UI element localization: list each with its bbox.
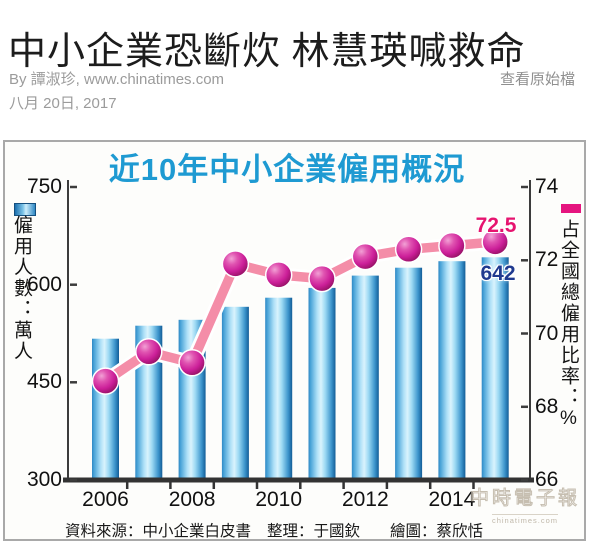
marker (178, 349, 206, 377)
article-title: 中小企業恐斷炊 林慧瑛喊救命 (8, 31, 526, 74)
watermark-logo-text: 中時電子報 (469, 488, 580, 510)
chart-title: 近10年中小企業僱用概況 (108, 152, 466, 187)
left-axis-tick-label: 600 (26, 272, 62, 296)
bar-series (92, 257, 509, 480)
right-axis-tick-label: 66 (535, 468, 559, 491)
line-series-legend-swatch (561, 204, 581, 213)
marker (91, 367, 120, 395)
right-axis-tick-label: 68 (535, 394, 559, 418)
article-date: 八月 20日, 2017 (9, 95, 117, 112)
left-axis-title: 僱用人數：萬人 (11, 215, 32, 362)
marker (135, 338, 163, 366)
marker (221, 250, 250, 278)
marker (264, 261, 293, 289)
artist-note: 繪圖：蔡欣恬 (390, 523, 484, 540)
editor-note: 整理：于國欽 (267, 523, 361, 540)
left-axis-tick-label: 750 (26, 175, 62, 198)
marker (394, 235, 423, 264)
marker (481, 228, 509, 256)
watermark-url-text: chinatimes.com (491, 514, 559, 525)
x-axis-label: 2008 (168, 488, 216, 511)
marker (351, 242, 380, 271)
bar (265, 297, 293, 480)
bar (395, 267, 423, 480)
bar (481, 257, 509, 480)
marker (438, 231, 466, 260)
bar (438, 261, 466, 480)
bar-value-callout: 642 (480, 262, 516, 285)
view-original-link[interactable]: 查看原始檔 (499, 71, 575, 88)
data-source-note: 資料來源：中小企業白皮書 (65, 523, 252, 540)
bar (221, 306, 249, 480)
article-byline: By 譚淑珍, www.chinatimes.com (9, 71, 225, 88)
axes (63, 180, 534, 489)
watermark: 中時電子報 chinatimes.com (465, 483, 585, 528)
right-axis-tick-label: 74 (535, 175, 559, 198)
bar (351, 275, 379, 480)
line-series (100, 237, 500, 386)
chart-figure: 近10年中小企業僱用概況 僱用人數：萬人 占全國總僱用比率：% 72.5 642… (3, 140, 586, 541)
x-axis-label: 2014 (428, 488, 476, 511)
right-axis-tick-label: 70 (535, 321, 559, 345)
bar (308, 287, 336, 480)
combo-chart-plot (63, 180, 534, 489)
bar (92, 338, 119, 480)
right-axis-title: 占全國總僱用比率：% (558, 219, 579, 431)
right-axis-tick-label: 72 (535, 248, 559, 272)
marker (308, 264, 336, 293)
left-axis-tick-label: 450 (26, 370, 62, 394)
bar-series-legend-swatch (14, 203, 36, 216)
x-axis-label: 2010 (255, 488, 303, 511)
line-markers (91, 228, 509, 395)
left-axis-tick-label: 300 (26, 468, 62, 491)
line-value-callout: 72.5 (475, 214, 517, 237)
x-axis-label: 2012 (341, 488, 389, 511)
x-axis-label: 2006 (82, 488, 129, 511)
